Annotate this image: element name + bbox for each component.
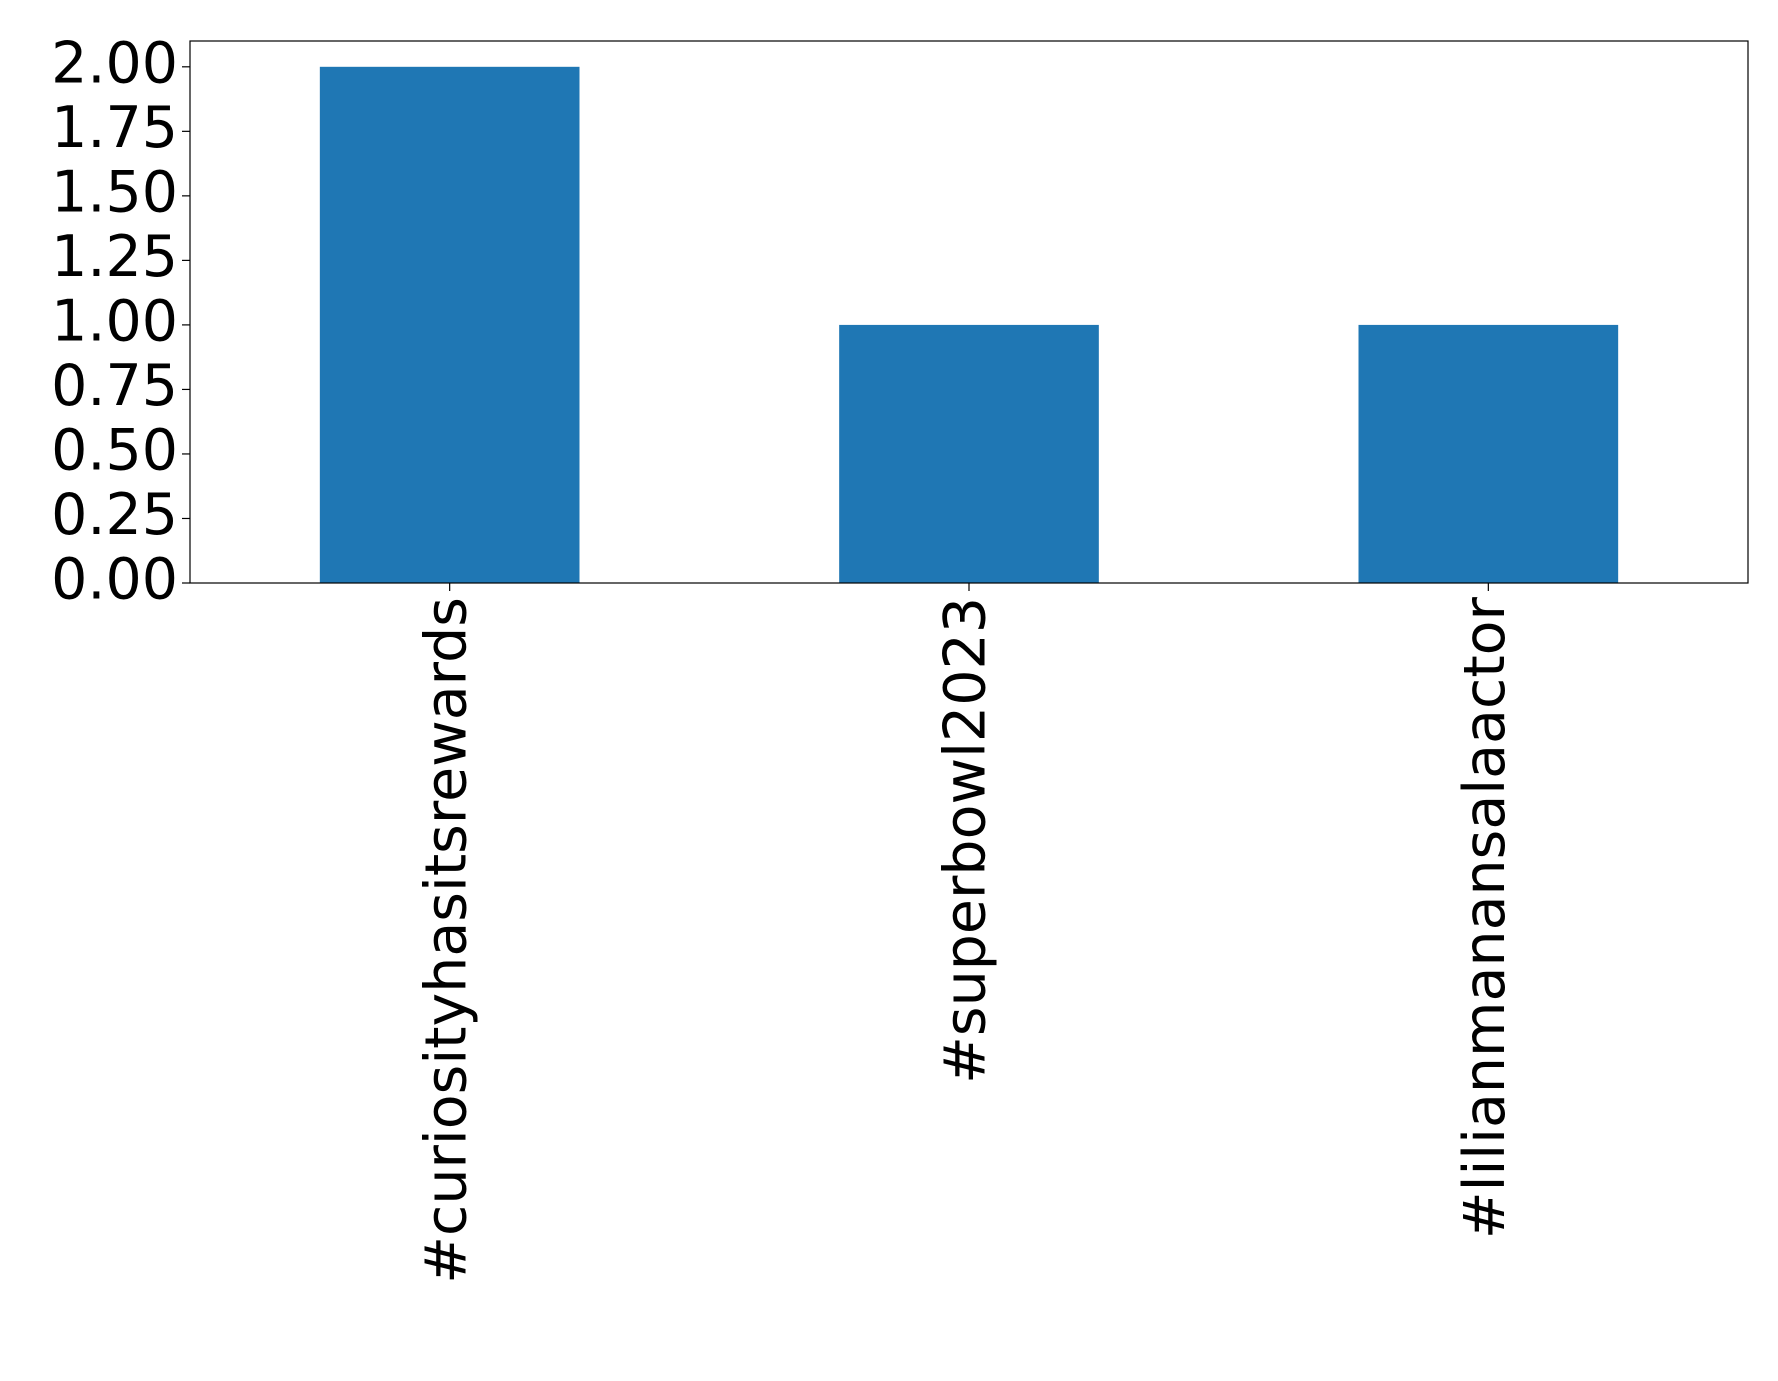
y-tick-label: 0.75 xyxy=(51,353,178,419)
bar xyxy=(839,324,1099,583)
bar xyxy=(1358,324,1619,583)
y-tick-label: 1.75 xyxy=(51,95,178,161)
y-tick-label: 0.00 xyxy=(51,547,178,613)
bar xyxy=(319,66,580,584)
y-tick-label: 2.00 xyxy=(51,30,178,96)
x-tick-label: #superbowl2023 xyxy=(933,597,999,1084)
x-tick-label: #curiosityhasitsrewards xyxy=(413,597,479,1284)
y-tick-label: 0.25 xyxy=(51,482,178,548)
y-tick-label: 0.50 xyxy=(51,418,178,484)
plot-frame xyxy=(189,40,1749,584)
x-tick-label: #lilianmanansalaactor xyxy=(1452,596,1518,1239)
y-tick-label: 1.50 xyxy=(51,159,178,225)
y-tick-label: 1.00 xyxy=(51,289,178,355)
y-tick-label: 1.25 xyxy=(51,224,178,290)
